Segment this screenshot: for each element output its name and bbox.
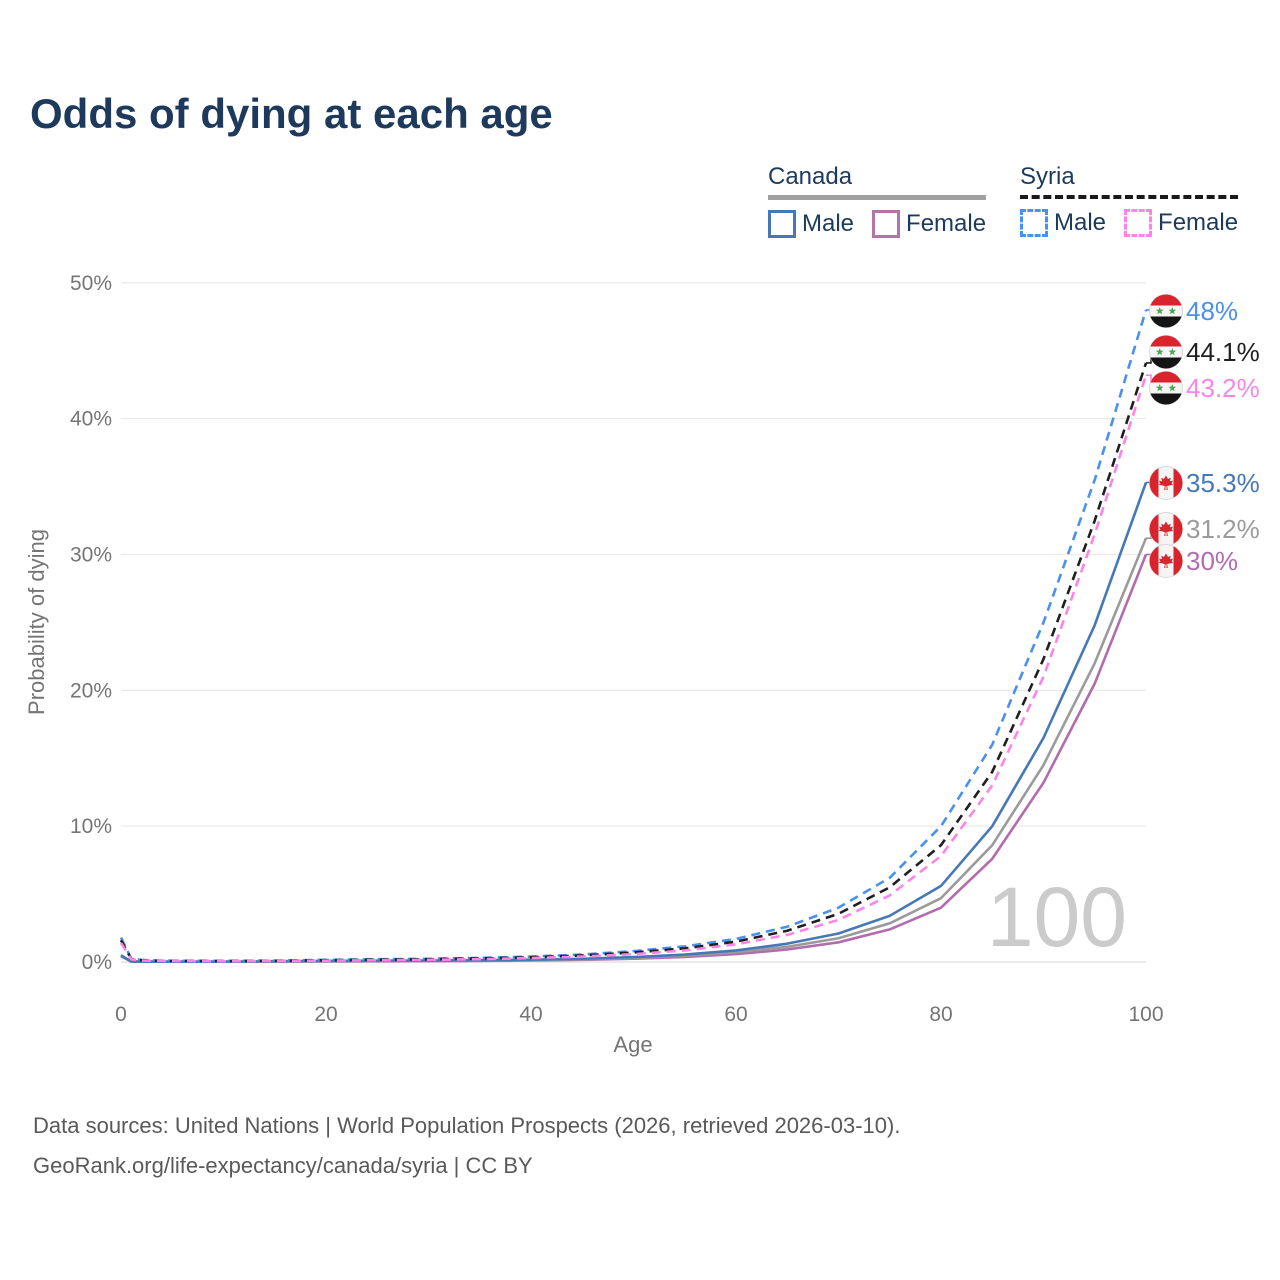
flag-icon-canada bbox=[1149, 544, 1183, 578]
x-axis-title: Age bbox=[613, 1032, 652, 1057]
x-tick-label: 0 bbox=[115, 1003, 127, 1026]
canada-line-sample bbox=[768, 195, 987, 200]
x-tick-label: 60 bbox=[724, 1003, 747, 1026]
y-tick-label: 30% bbox=[70, 543, 112, 566]
curve-syria-female[interactable] bbox=[119, 374, 1148, 963]
end-value-label: 30% bbox=[1186, 546, 1238, 576]
legend-label-canada-male[interactable]: Male bbox=[802, 210, 855, 237]
x-tick-label: 80 bbox=[929, 1003, 952, 1026]
legend-swatch-canada-male[interactable] bbox=[768, 210, 796, 238]
data-source-note: Data sources: United Nations | World Pop… bbox=[33, 1106, 900, 1186]
end-value-label: 44.1% bbox=[1186, 337, 1260, 367]
end-value-label: 35.3% bbox=[1186, 468, 1260, 498]
flag-icon-canada bbox=[1149, 466, 1183, 500]
flag-icon-syria bbox=[1149, 371, 1183, 405]
flag-icon-syria bbox=[1149, 335, 1183, 369]
y-tick-label: 0% bbox=[82, 951, 112, 974]
y-tick-label: 10% bbox=[70, 815, 112, 838]
legend-swatch-syria-female[interactable] bbox=[1124, 209, 1153, 237]
curve-syria-male[interactable] bbox=[119, 309, 1148, 963]
legend-group-canada: Canada Male Female bbox=[768, 163, 987, 238]
y-tick-label: 20% bbox=[70, 679, 112, 702]
legend-label-syria-female[interactable]: Female bbox=[1158, 209, 1239, 236]
footer-line-2: GeoRank.org/life-expectancy/canada/syria… bbox=[33, 1153, 533, 1178]
legend-country-syria[interactable]: Syria bbox=[1020, 163, 1075, 190]
syria-line-sample bbox=[1020, 195, 1239, 199]
legend-group-syria: Syria Male Female bbox=[1020, 163, 1239, 237]
legend-swatch-canada-female[interactable] bbox=[872, 210, 901, 238]
footer-line-1: Data sources: United Nations | World Pop… bbox=[33, 1113, 901, 1138]
page-title: Odds of dying at each age bbox=[30, 90, 553, 137]
legend-label-canada-female[interactable]: Female bbox=[906, 210, 987, 237]
flag-icon-syria bbox=[1149, 294, 1183, 328]
end-value-label: 43.2% bbox=[1186, 373, 1260, 403]
end-value-label: 31.2% bbox=[1186, 514, 1260, 544]
x-tick-label: 100 bbox=[1128, 1003, 1163, 1026]
legend-swatch-syria-male[interactable] bbox=[1020, 209, 1048, 237]
legend-country-canada[interactable]: Canada bbox=[768, 163, 853, 190]
x-tick-label: 20 bbox=[314, 1003, 337, 1026]
y-axis-title: Probability of dying bbox=[24, 529, 49, 715]
y-tick-label: 40% bbox=[70, 408, 112, 431]
y-tick-label: 50% bbox=[70, 272, 112, 295]
end-value-label: 48% bbox=[1186, 296, 1238, 326]
hover-age-watermark: 100 bbox=[987, 870, 1127, 964]
legend-label-syria-male[interactable]: Male bbox=[1054, 209, 1107, 236]
flag-icon-canada bbox=[1149, 512, 1183, 546]
x-tick-label: 40 bbox=[519, 1003, 542, 1026]
